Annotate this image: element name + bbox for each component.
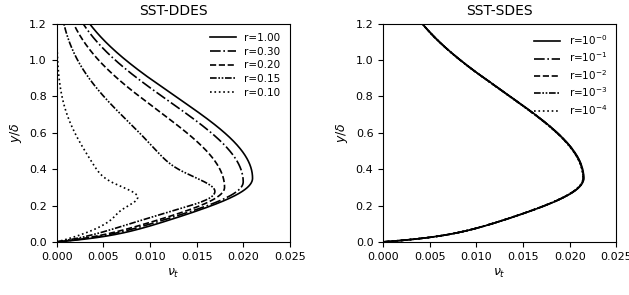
Legend: r=1.00, r=0.30, r=0.20, r=0.15, r=0.10: r=1.00, r=0.30, r=0.20, r=0.15, r=0.10 xyxy=(206,29,285,102)
Title: SST-DDES: SST-DDES xyxy=(139,4,208,18)
Title: SST-SDES: SST-SDES xyxy=(467,4,533,18)
Y-axis label: $y/\delta$: $y/\delta$ xyxy=(8,122,23,143)
Legend: r=10$^{-0}$, r=10$^{-1}$, r=10$^{-2}$, r=10$^{-3}$, r=10$^{-4}$: r=10$^{-0}$, r=10$^{-1}$, r=10$^{-2}$, r… xyxy=(530,29,611,121)
Y-axis label: $y/\delta$: $y/\delta$ xyxy=(334,122,350,143)
X-axis label: $\nu_t$: $\nu_t$ xyxy=(167,267,180,280)
X-axis label: $\nu_t$: $\nu_t$ xyxy=(493,267,506,280)
